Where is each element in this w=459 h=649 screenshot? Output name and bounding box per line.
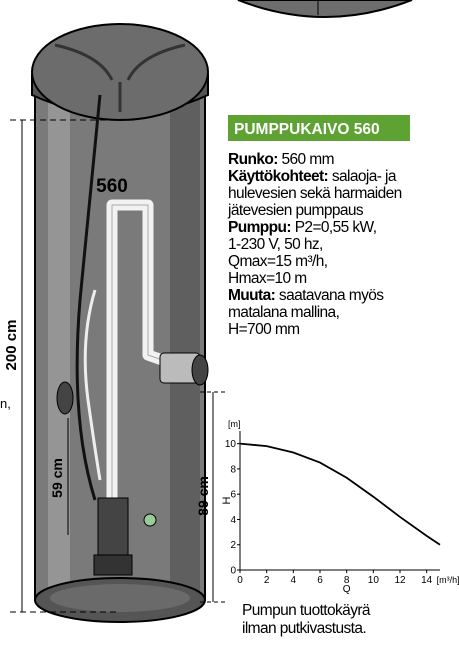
lid-ribs xyxy=(54,43,186,112)
dimension-label: 59 cm xyxy=(49,458,65,498)
spec-line: Pumppu: P2=0,55 kW, xyxy=(228,219,376,236)
y-tick-label: 0 xyxy=(230,566,236,577)
pump-base xyxy=(93,554,133,576)
spec-label: Muuta: xyxy=(228,287,275,304)
outlet-end xyxy=(191,354,209,386)
spec-label: Pumppu: xyxy=(228,219,291,236)
x-tick-label: 8 xyxy=(344,575,350,586)
x-tick-label: 4 xyxy=(291,575,297,586)
spec-text: 560 mm xyxy=(282,151,334,168)
tank-highlight xyxy=(48,95,70,600)
chart: 0 2 4 6 8 10 0 2 4 6 8 10 12 14 [m³/h] [m] H Q xyxy=(221,419,459,595)
dimension-label: 89 cm xyxy=(195,476,211,516)
dimension-label: 200 cm xyxy=(3,320,20,371)
x-unit: [m³/h] xyxy=(437,575,459,585)
dimension-lines xyxy=(10,119,225,613)
spec-line: Käyttökohteet: salaoja- ja xyxy=(228,168,397,185)
tank-floor xyxy=(50,584,190,612)
spec-text: Qmax=15 m³/h, xyxy=(228,253,327,270)
heading-box xyxy=(228,115,410,141)
cropped-text: n, xyxy=(0,396,11,411)
caption-line: Pumpun tuottokäyrä xyxy=(242,602,371,619)
spec-line: Muuta: saatavana myös xyxy=(228,287,384,304)
y-tick-label: 4 xyxy=(230,515,236,526)
spec-text: P2=0,55 kW, xyxy=(295,219,377,236)
spec-text: saatavana myös xyxy=(279,287,384,304)
x-tick-label: 0 xyxy=(237,575,243,586)
spec-line: Runko: 560 mm xyxy=(228,151,334,168)
product-label: 560 xyxy=(96,176,128,197)
spec-text: Hmax=10 m xyxy=(228,270,307,287)
y-tick-label: 10 xyxy=(225,439,237,450)
spec-text: H=700 mm xyxy=(228,321,299,338)
y-label: H xyxy=(221,496,233,504)
y-tick-label: 6 xyxy=(230,490,236,501)
cable xyxy=(75,94,102,501)
lid xyxy=(31,23,209,121)
x-label: Q xyxy=(343,584,351,595)
curve xyxy=(239,442,441,546)
spec-label: Runko: xyxy=(228,151,278,168)
tank-shade xyxy=(170,95,200,600)
spec-label: Käyttökohteet: xyxy=(228,168,328,185)
x-tick-label: 10 xyxy=(368,575,380,586)
y-unit: [m] xyxy=(228,419,241,429)
x-tick-label: 2 xyxy=(264,575,270,586)
cropped-lid xyxy=(237,0,413,18)
float xyxy=(143,513,157,527)
y-tick-label: 2 xyxy=(230,540,236,551)
x-tick-label: 12 xyxy=(394,575,406,586)
cable-white xyxy=(83,289,102,481)
inlet xyxy=(56,381,74,415)
x-tick-label: 6 xyxy=(317,575,323,586)
caption-line: ilman putkivastusta. xyxy=(242,620,366,637)
spec-text: hulevesien sekä harmaiden xyxy=(228,185,402,202)
spec-text: 1-230 V, 50 hz, xyxy=(228,236,323,253)
spec-text: matalana mallina, xyxy=(228,304,339,321)
heading: PUMPPUKAIVO 560 xyxy=(234,121,380,138)
spec-text: jätevesien pumppaus xyxy=(227,202,364,219)
spec-text: salaoja- ja xyxy=(332,168,397,185)
y-tick-label: 8 xyxy=(230,464,236,475)
x-tick-label: 14 xyxy=(421,575,433,586)
